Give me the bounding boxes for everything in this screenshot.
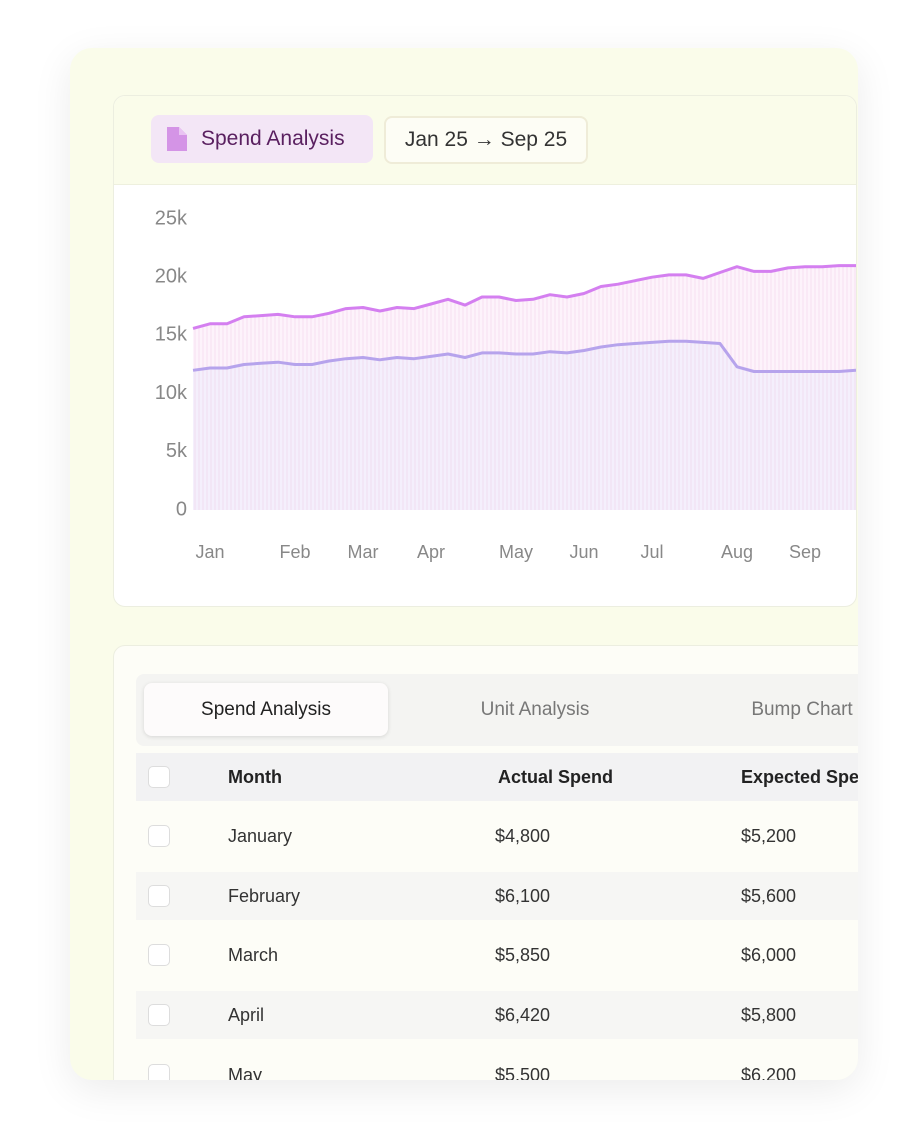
table-cell: $6,200 [741,1064,797,1080]
x-tick-label: Feb [279,542,310,562]
tab[interactable]: Spend Analysis [144,683,388,736]
app-frame: Spend Analysis Jan 25 → Sep 25 0 5k 10k 15k… [70,48,858,1080]
table-cell: $5,800 [741,1005,797,1026]
table-row: May $5,500 $6,200 [136,1051,858,1080]
column-header: Month [228,767,282,787]
checkbox[interactable] [148,766,170,788]
series-line [192,339,856,373]
x-tick-label: Aug [721,542,753,562]
table-cell: May [228,1064,263,1080]
checkbox[interactable] [148,944,170,967]
column-header: Actual Spend [498,767,614,787]
table-cell: $5,500 [495,1064,551,1080]
table-card: Spend Analysis Unit Analysis Bump Chart Mo… [113,645,858,1080]
table-cell: $5,600 [741,885,797,906]
x-tick-label: Mar [348,542,379,562]
table-cell: $6,420 [495,1005,551,1026]
table-row: March $5,850 $6,000 [136,931,858,979]
checkbox[interactable] [148,1004,170,1027]
table-cell: January [228,826,293,846]
badge-text: Spend Analysis [201,127,345,150]
y-tick-label: 20k [155,265,188,287]
report-badge[interactable]: Spend Analysis [151,115,373,163]
tab-bar: Spend Analysis Unit Analysis Bump Chart [136,674,858,746]
table-row: February $6,100 $5,600 [136,871,858,920]
checkbox[interactable] [148,884,170,907]
x-tick-label: May [499,542,533,562]
column-header: Expected Spend [741,767,858,787]
table-cell: March [228,945,279,966]
chart-card: Spend Analysis Jan 25 → Sep 25 0 5k 10k 15k… [113,95,857,607]
checkbox[interactable] [148,1063,170,1080]
date-range[interactable]: Jan 25 → Sep 25 [384,116,588,164]
table-cell: $6,100 [495,885,551,906]
file-icon [167,127,187,151]
table-row: January $4,800 $5,200 [136,812,858,860]
y-tick-label: 25k [155,207,188,229]
table-cell: $5,200 [741,826,797,846]
table-cell: $6,000 [741,945,797,966]
y-tick-label: 0 [176,498,187,520]
y-tick-label: 10k [155,382,188,404]
series-line [192,264,856,330]
chart: 0 5k 10k 15k 20k 25k Jan Feb Mar Apr May Jun Jul Aug S… [155,207,856,562]
table-header: Month Actual Spend Expected Spend [136,753,858,801]
x-tick-label: Jul [640,542,663,562]
x-tick-label: Sep [789,542,821,562]
area-fill [193,341,856,510]
x-tick-label: Jan [195,542,224,562]
x-tick-label: Jun [569,542,598,562]
table-cell: February [228,885,301,906]
tab[interactable]: Unit Analysis [480,699,590,720]
y-tick-label: 15k [155,324,188,346]
checkbox[interactable] [148,825,170,847]
x-tick-label: Apr [417,542,445,562]
table-cell: $4,800 [495,826,551,846]
table-cell: $5,850 [495,945,551,966]
table-cell: April [228,1005,265,1026]
chart-header: Spend Analysis Jan 25 → Sep 25 [114,96,856,185]
table-row: April $6,420 $5,800 [136,991,858,1040]
tab[interactable]: Bump Chart [751,699,853,720]
y-tick-label: 5k [166,440,188,462]
